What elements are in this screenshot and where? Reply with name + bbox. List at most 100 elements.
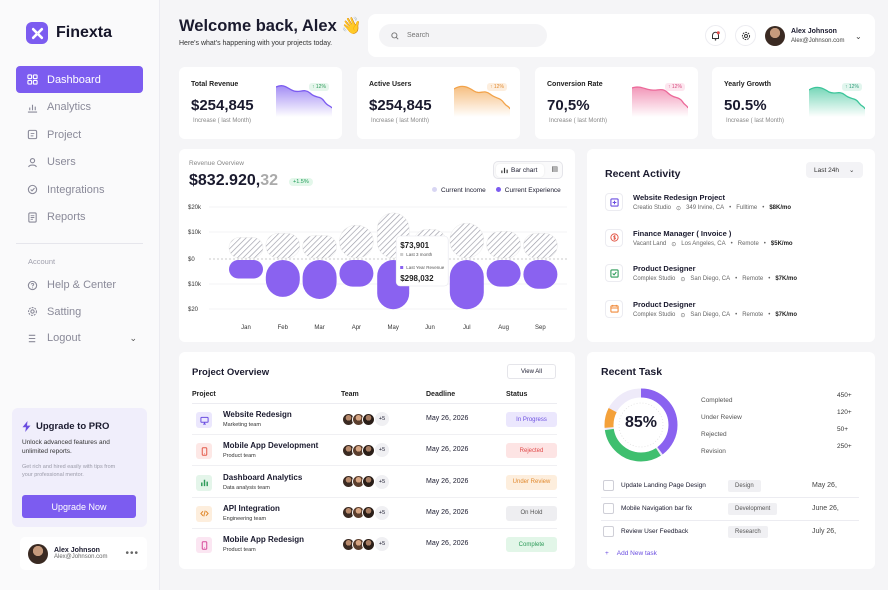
chevron-down-icon[interactable]: ⌄: [129, 332, 137, 343]
add-task-label: Add New task: [616, 550, 657, 557]
user-icon: [28, 157, 37, 167]
table-view-icon[interactable]: ▤: [551, 166, 558, 173]
profile-card[interactable]: Alex Johnson Alex@Johnson.com •••: [20, 537, 147, 570]
y-tick-label: $0: [188, 257, 195, 263]
wave-emoji: 👋: [341, 17, 362, 35]
profile-name: Alex Johnson: [54, 547, 100, 554]
report-icon: [28, 211, 37, 223]
view-all-button[interactable]: View All: [507, 364, 556, 379]
project-team: Product team: [223, 547, 256, 554]
team-avatars: +5: [342, 537, 389, 552]
task-name: Review User Feedback: [621, 528, 689, 535]
task-percent: 85%: [624, 414, 658, 431]
add-new-task-button[interactable]: + Add New task: [605, 550, 657, 557]
calendar-icon: [605, 299, 623, 318]
y-tick-label: $20k: [188, 205, 202, 211]
activity-type: Remote: [742, 311, 764, 318]
sidebar-item-integrations[interactable]: Integrations: [16, 176, 143, 203]
code-icon: [196, 505, 212, 522]
sidebar-item-dashboard[interactable]: Dashboard: [16, 66, 143, 93]
project-team: Product team: [223, 453, 256, 460]
revenue-value: $832.920,32: [189, 172, 278, 190]
sidebar: Finexta Dashboard Analytics Project User…: [0, 0, 160, 590]
activity-name: Product Designer: [633, 264, 696, 273]
column-header-project: Project: [192, 391, 216, 398]
sidebar-item-reports[interactable]: Reports: [16, 204, 143, 231]
project-name: Mobile App Redesign: [223, 535, 305, 545]
legend-item: Current Experience: [495, 187, 561, 194]
logo[interactable]: Finexta: [26, 22, 112, 44]
app-name: Finexta: [56, 24, 113, 41]
bar-experience: [339, 260, 374, 287]
location-icon: ⊙: [680, 277, 686, 283]
sidebar-item-analytics[interactable]: Analytics: [16, 94, 143, 121]
activity-location: Los Angeles, CA: [681, 240, 726, 247]
task-tag: Research: [728, 526, 768, 538]
activity-filter-select[interactable]: Last 24h ⌄: [806, 162, 863, 178]
more-options-icon[interactable]: •••: [125, 548, 139, 559]
task-tag: Development: [728, 503, 778, 515]
bar-income: [228, 237, 264, 259]
stat-sub: Increase ( last Month): [371, 118, 430, 124]
plus-icon: +: [605, 550, 609, 557]
more-members-count: +5: [375, 505, 389, 520]
activity-item[interactable]: Product Designer Complex Studio ⊙ San Diego…: [605, 263, 865, 293]
activity-name: Website Redesign Project: [633, 193, 725, 202]
revenue-chart: $20k $10k $0 $10k $20 Jan Feb Mar Apr May Jun Jul Au…: [188, 205, 567, 331]
page-subtitle: Here's what's happening with your projec…: [179, 40, 333, 47]
upgrade-card: Upgrade to PRO Unlock advanced features …: [12, 408, 147, 527]
bar-income: [486, 231, 521, 259]
bar-chart-toggle[interactable]: Bar chart: [496, 164, 544, 177]
task-date: June 26,: [812, 505, 839, 512]
activity-meta: Complex Studio ⊙ San Diego, CA • Remote • $7K/…: [633, 312, 797, 319]
legend-item: Current Income: [432, 187, 486, 194]
dollar-icon: [605, 228, 623, 247]
project-deadline: May 26, 2026: [426, 540, 469, 548]
task-checkbox[interactable]: [603, 526, 614, 537]
activity-type: Remote: [742, 276, 764, 282]
table-row[interactable]: Mobile App Redesign Product team +5 May 26,…: [192, 529, 557, 560]
activity-item[interactable]: Website Redesign Project Creatio Studio ⊙ 3…: [605, 192, 865, 222]
table-row[interactable]: Mobile App Development Product team +5 May …: [192, 435, 557, 467]
table-row[interactable]: API Integration Engineering team +5 May 26,…: [192, 498, 557, 529]
bar-income: [302, 235, 337, 259]
stat-value: 50.5%: [724, 97, 767, 114]
tooltip-box: [395, 235, 449, 287]
project-deadline: May 26, 2026: [426, 446, 469, 454]
task-checkbox[interactable]: [603, 503, 614, 514]
stat-label: Active Users: [369, 81, 412, 88]
donut-segment-completed: [604, 388, 678, 462]
donut-inner-ring: [618, 402, 664, 448]
team-avatars: +5: [342, 443, 389, 458]
activity-item[interactable]: Finance Manager ( Invoice ) Vacant Land ⊙ L…: [605, 228, 865, 258]
search-input[interactable]: [407, 32, 527, 39]
project-team: Marketing team: [223, 422, 261, 428]
upgrade-now-button[interactable]: Upgrade Now: [22, 495, 136, 518]
notification-button[interactable]: [705, 25, 726, 46]
chevron-down-icon[interactable]: ⌄: [855, 32, 862, 41]
sidebar-divider: [16, 243, 143, 244]
sidebar-item-project[interactable]: Project: [16, 121, 143, 148]
x-tick-label: Sep: [535, 325, 546, 331]
sidebar-item-help[interactable]: Help & Center: [16, 272, 143, 298]
task-checkbox[interactable]: [603, 480, 614, 491]
sidebar-item-setting[interactable]: Satting: [16, 299, 143, 325]
task-stat-review-value: 120+: [837, 409, 852, 416]
add-square-icon: [605, 193, 623, 211]
sidebar-item-logout[interactable]: Logout ⌄: [16, 325, 143, 351]
tooltip-label-2: Last Year Revenue: [406, 265, 445, 270]
bar-income: [449, 222, 484, 259]
upgrade-title-row: Upgrade to PRO: [22, 421, 137, 432]
table-row[interactable]: Website Redesign Marketing team +5 May 26, …: [192, 404, 557, 435]
stat-label: Yearly Growth: [724, 81, 772, 88]
search-box[interactable]: [379, 24, 547, 47]
table-row[interactable]: Dashboard Analytics Data analysis team +5 M…: [192, 467, 557, 498]
avatar[interactable]: [765, 26, 785, 46]
activity-type: Remote: [737, 240, 759, 247]
sidebar-item-users[interactable]: Users: [16, 149, 143, 176]
bar-experience: [229, 260, 263, 279]
settings-button[interactable]: [735, 25, 756, 46]
avatar: [28, 543, 48, 564]
sparkline: [632, 86, 688, 117]
activity-item[interactable]: Product Designer Complex Studio ⊙ San Diego…: [605, 299, 865, 329]
